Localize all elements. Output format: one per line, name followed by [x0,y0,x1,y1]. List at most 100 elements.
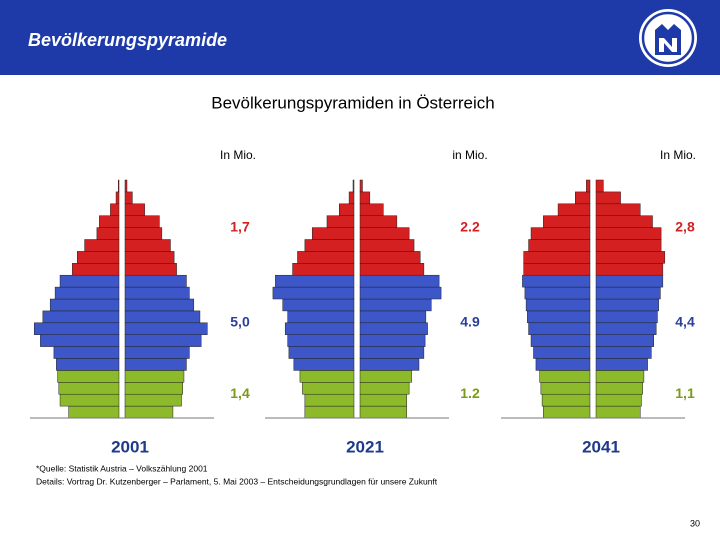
bar-right [595,298,659,312]
bar-left [304,239,355,252]
bar-right [124,203,145,216]
bar-right [359,239,415,252]
bar-left [543,405,591,419]
bar-left [287,310,355,324]
bar-left [348,191,355,205]
bar-left [524,286,591,300]
bar-left [535,358,591,371]
bar-right [124,191,133,205]
bar-left [557,203,591,216]
bar-left [540,382,591,395]
page-number: 30 [690,518,700,528]
bar-right [359,382,410,395]
bar-right [124,227,163,240]
bar-right [124,334,202,347]
bar-left [275,274,355,288]
bar-right [359,203,384,216]
bar-right [595,203,641,216]
bar-right [359,227,410,240]
unit-label: In Mio. [220,148,256,162]
logo [639,9,697,67]
bar-right [359,263,425,276]
bar-right [595,346,652,359]
bar-left [304,405,355,419]
bar-left [292,263,355,276]
bar-right [359,393,407,407]
bar-right [359,346,425,359]
bar-left [528,322,591,335]
group-total: 1.2 [460,385,480,401]
group-total: 5,0 [230,314,250,330]
bar-right [359,251,421,264]
bar-right [124,179,128,193]
bar-left [530,334,591,347]
group-total: 1,7 [230,218,250,234]
group-total: 4.9 [460,314,480,330]
bar-right [595,239,662,252]
bar-left [84,239,120,252]
bar-left [293,358,355,371]
bar-right [595,179,604,193]
bar-right [124,346,190,359]
bar-left [523,251,591,264]
bar-left [302,382,355,395]
bar-left [528,239,591,252]
bar-right [124,263,177,276]
footnote: Details: Vortrag Dr. Kutzenberger – Parl… [36,476,438,486]
bar-right [595,310,658,324]
bar-right [124,405,174,419]
bar-left [522,274,591,288]
bar-left [59,274,120,288]
group-total: 1,1 [675,385,695,401]
bar-left [76,251,120,264]
bar-left [533,346,591,359]
bar-right [595,382,643,395]
bar-left [297,251,355,264]
bar-left [58,382,120,395]
bar-right [359,370,412,383]
bar-right [359,179,363,193]
bar-right [359,334,426,347]
bar-left [54,286,120,300]
charts: 1,4 5,0 1,7 In Mio. 2001 1.2 4.9 2.2 in Mio. 2021… [30,148,696,456]
bar-left [311,227,355,240]
bar-right [124,370,185,383]
bar-left [59,393,120,407]
bar-right [359,274,440,288]
bar-left [523,263,591,276]
bar-left [110,203,120,216]
bar-right [124,298,195,312]
bar-right [595,286,661,300]
bar-right [595,370,645,383]
year-label: 2001 [111,437,149,456]
bar-right [124,393,182,407]
bar-right [595,322,657,335]
bar-right [359,322,428,335]
bar-right [124,310,201,324]
bar-right [359,298,432,312]
bar-left [527,310,591,324]
bar-right [124,239,171,252]
year-label: 2021 [346,437,384,456]
bar-left [115,191,120,205]
bar-left [539,370,591,383]
bar-left [68,405,120,419]
bar-right [124,274,187,288]
bar-right [595,263,664,276]
footnote: *Quelle: Statistik Austria – Volkszählun… [36,463,208,473]
bar-right [595,274,664,288]
bar-left [530,227,591,240]
bar-right [595,405,641,419]
bar-left [40,334,120,347]
bar-left [287,334,355,347]
bar-right [595,393,642,407]
bar-left [326,215,355,228]
bar-right [595,227,662,240]
bar-right [124,251,175,264]
bar-right [359,215,398,228]
bar-left [57,370,120,383]
bar-right [124,322,208,335]
subtitle: Bevölkerungspyramiden in Österreich [211,93,494,112]
group-total: 1,4 [230,385,250,401]
